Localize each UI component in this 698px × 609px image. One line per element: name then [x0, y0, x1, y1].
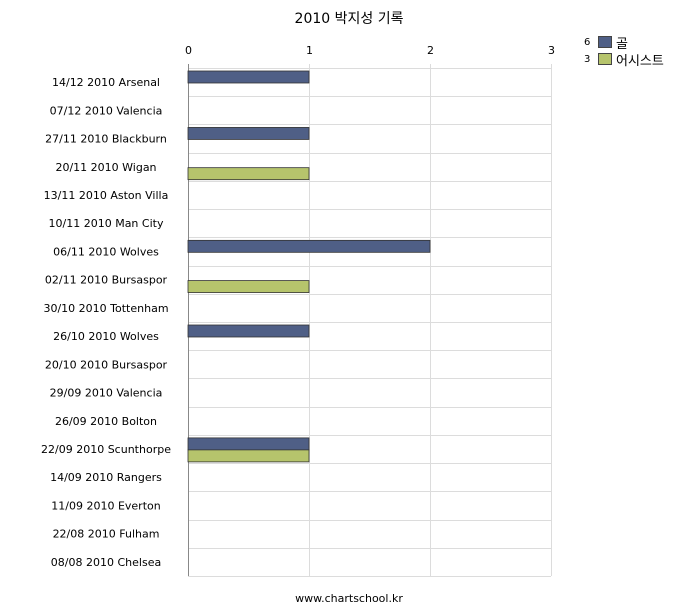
bar-assists [187, 280, 310, 293]
y-category-label: 20/11 2010 Wigan [55, 161, 156, 174]
chart-title: 2010 박지성 기록 [294, 11, 404, 27]
footer-source: www.chartschool.kr [295, 592, 403, 605]
legend-swatch-goals [598, 36, 612, 48]
bar-goals [187, 70, 310, 84]
legend-total-assists: 3 [584, 53, 591, 65]
legend-total-goals: 6 [584, 36, 591, 48]
y-category-label: 02/11 2010 Bursaspor [45, 274, 168, 287]
bar-assists [187, 167, 310, 181]
y-category-label: 10/11 2010 Man City [49, 217, 164, 230]
legend: 6 골 3 어시스트 [584, 34, 664, 69]
y-category-label: 11/09 2010 Everton [51, 499, 160, 512]
x-tick-label: 0 [185, 44, 192, 57]
bar-goals [187, 437, 310, 451]
y-category-label: 27/11 2010 Blackburn [45, 133, 167, 146]
y-category-label: 22/08 2010 Fulham [53, 528, 160, 541]
y-category-label: 26/10 2010 Wolves [53, 330, 159, 343]
x-tick-label: 2 [427, 44, 434, 57]
y-category-label: 30/10 2010 Tottenham [43, 302, 168, 315]
y-category-label: 29/09 2010 Valencia [50, 387, 163, 400]
y-category-label: 14/09 2010 Rangers [50, 471, 162, 484]
bar-goals [187, 239, 431, 253]
y-category-label: 08/08 2010 Chelsea [51, 556, 161, 569]
bar-goals [187, 127, 310, 140]
legend-label-assists: 어시스트 [616, 53, 664, 69]
x-tick-label: 1 [306, 44, 313, 57]
y-category-label: 20/10 2010 Bursaspor [45, 358, 168, 371]
y-category-label: 06/11 2010 Wolves [53, 245, 159, 258]
y-category-label: 07/12 2010 Valencia [50, 104, 163, 117]
x-tick-label: 3 [548, 44, 555, 57]
y-category-label: 26/09 2010 Bolton [55, 415, 157, 428]
legend-item-assists: 3 어시스트 [584, 51, 664, 69]
y-category-label: 13/11 2010 Aston Villa [44, 189, 169, 202]
y-category-label: 14/12 2010 Arsenal [52, 76, 160, 89]
legend-item-goals: 6 골 [584, 34, 664, 52]
legend-label-goals: 골 [616, 36, 628, 52]
bar-assists [187, 449, 310, 463]
y-category-label: 22/09 2010 Scunthorpe [41, 443, 171, 456]
legend-swatch-assists [598, 53, 612, 65]
bar-goals [187, 324, 310, 338]
